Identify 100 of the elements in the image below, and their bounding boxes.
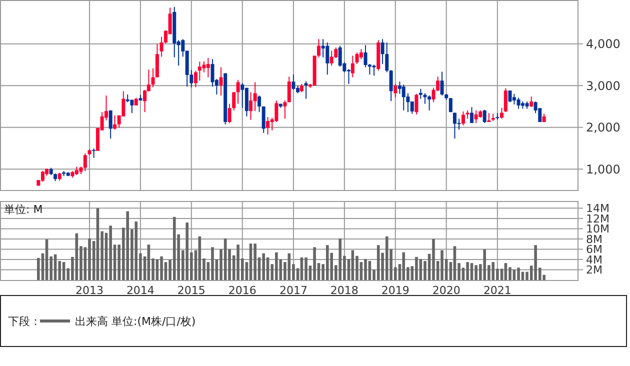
candlestick: [155, 44, 159, 78]
bar: [402, 252, 406, 280]
candlestick: [355, 52, 359, 65]
x-tick-label: 2016: [228, 284, 256, 297]
bar: [147, 244, 150, 280]
candlestick: [448, 98, 452, 113]
y-tick-label: 1,000: [586, 162, 620, 176]
x-tick-label: 2013: [75, 284, 104, 297]
candlestick: [516, 97, 520, 110]
bar: [198, 236, 202, 280]
candlestick: [372, 64, 376, 76]
candlestick: [244, 87, 248, 117]
candlestick: [262, 106, 266, 134]
candlestick: [418, 88, 422, 100]
bar: [172, 216, 176, 280]
y-tick-label: 4,000: [586, 37, 620, 52]
bar: [96, 208, 100, 280]
bar: [75, 233, 78, 280]
candlestick: [219, 66, 223, 96]
candlestick: [108, 110, 112, 140]
y-tick-label: 3,000: [586, 78, 620, 93]
bar: [88, 238, 91, 280]
x-tick-label: 2014: [126, 284, 154, 297]
candlestick: [206, 58, 210, 78]
bar: [326, 245, 329, 280]
candlestick: [283, 100, 287, 120]
candlestick: [202, 60, 206, 73]
bar: [351, 250, 354, 280]
candlestick: [530, 96, 534, 108]
candlestick: [359, 48, 363, 60]
candlestick: [253, 82, 257, 112]
bar: [134, 222, 138, 280]
bar: [492, 262, 495, 280]
x-tick-label: 2021: [483, 284, 512, 297]
annotation: 単位: M: [4, 203, 43, 216]
bar: [160, 256, 163, 280]
bar: [126, 211, 130, 280]
candlestick: [482, 109, 486, 124]
candlestick: [470, 106, 474, 124]
bar: [254, 244, 256, 280]
candlestick: [410, 100, 414, 114]
bar: [466, 262, 469, 280]
bar: [512, 270, 516, 280]
candlestick: [83, 153, 87, 172]
y-tick-label: 2M: [586, 264, 602, 277]
bar: [517, 268, 520, 280]
bar: [109, 226, 112, 280]
candlestick: [232, 92, 236, 111]
candlestick: [266, 116, 270, 136]
x-tick-label: 2015: [177, 284, 206, 297]
candlestick: [240, 82, 244, 108]
candlestick: [389, 69, 393, 102]
bar: [211, 247, 214, 280]
candlestick: [326, 42, 330, 76]
candlestick: [385, 42, 389, 73]
bar: [364, 258, 367, 280]
bar: [36, 258, 40, 280]
candlestick: [258, 95, 262, 113]
bar: [304, 257, 308, 280]
candlestick: [274, 100, 278, 123]
candlestick: [330, 50, 334, 66]
x-tick-label: 2018: [330, 284, 358, 297]
bar: [432, 238, 435, 280]
bar: [376, 245, 380, 280]
x-tick-label: 2019: [381, 284, 410, 297]
candlestick: [402, 84, 406, 111]
candlestick: [92, 148, 96, 158]
candlestick: [198, 61, 202, 82]
candlestick: [461, 110, 465, 126]
y-tick-label: 2,000: [586, 120, 620, 135]
candlestick: [287, 76, 291, 103]
candlestick: [338, 45, 342, 68]
x-tick-label: 2017: [279, 284, 308, 297]
bar: [313, 247, 316, 280]
x-tick-label: 2020: [432, 284, 460, 297]
candlestick: [440, 71, 444, 96]
candlestick: [236, 79, 240, 104]
legend-label: 出来高 単位:(M株/口/枚): [75, 314, 196, 328]
bar: [262, 253, 265, 280]
candlestick: [414, 93, 418, 115]
bar: [385, 236, 388, 280]
legend-title: 下段：: [8, 314, 41, 328]
candlestick: [228, 103, 232, 124]
candlestick: [394, 83, 398, 98]
candlestick: [151, 68, 155, 88]
bar: [453, 246, 456, 280]
candlestick: [40, 170, 44, 182]
candlestick: [508, 90, 512, 103]
bar: [508, 267, 512, 280]
candlestick: [350, 55, 354, 78]
candlestick: [210, 58, 214, 88]
bar: [440, 250, 444, 280]
bar: [288, 253, 291, 280]
candlestick: [380, 38, 384, 65]
candlestick: [113, 114, 117, 130]
candlestick: [474, 110, 478, 124]
candlestick: [304, 80, 308, 100]
candlestick: [292, 74, 296, 90]
bar: [62, 262, 66, 280]
candlestick: [130, 99, 134, 114]
